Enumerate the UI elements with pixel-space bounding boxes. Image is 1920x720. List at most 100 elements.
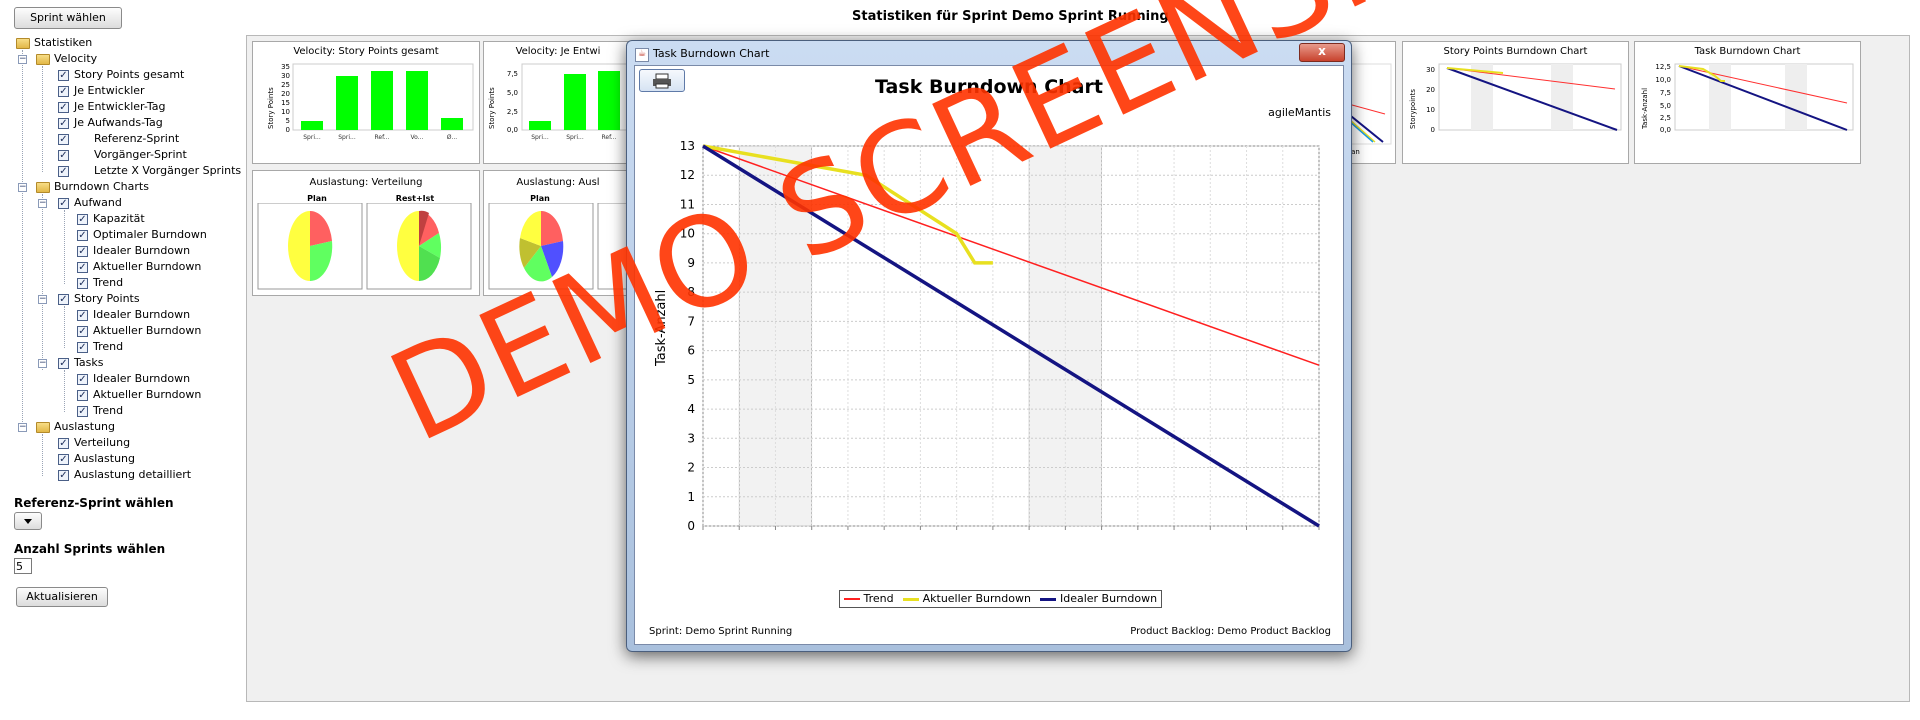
- tree-item-label[interactable]: Vorgänger-Sprint: [94, 148, 187, 161]
- tree-item-label[interactable]: Referenz-Sprint: [94, 132, 180, 145]
- tree-node-velocity[interactable]: Velocity: [54, 52, 98, 65]
- x-tick: Spri...: [531, 134, 549, 141]
- tree-item-label[interactable]: Story Points gesamt: [74, 68, 185, 81]
- y-tick: 25: [281, 81, 290, 89]
- tree-item-label[interactable]: Verteilung: [74, 436, 131, 449]
- panel-task-burndown-small[interactable]: Task Burndown Chart Task-Anzahl 12,5 10,0…: [1634, 41, 1861, 164]
- checkbox-optimaler-burndown[interactable]: ✓: [77, 230, 88, 241]
- panel-velocity-per-developer[interactable]: Velocity: Je Entwi Story Points 7,5 5,0 2,…: [483, 41, 633, 164]
- collapse-toggle-auslastung[interactable]: −: [18, 422, 27, 432]
- y-tick: 0: [286, 126, 290, 134]
- panel-title: Auslastung: Verteilung: [309, 177, 423, 188]
- y-tick: 7,5: [507, 70, 518, 78]
- tree-item-label[interactable]: Aktueller Burndown: [93, 260, 202, 273]
- checkbox-verteilung[interactable]: ✓: [58, 438, 69, 449]
- tree-item-label[interactable]: Aktueller Burndown: [93, 324, 202, 337]
- collapse-toggle-burndown[interactable]: −: [18, 182, 27, 192]
- tree-node-aufwand[interactable]: Aufwand: [74, 196, 122, 209]
- y-tick: 2,5: [1660, 114, 1671, 122]
- checkbox-auslastung[interactable]: ✓: [58, 454, 69, 465]
- panel-story-points-burndown[interactable]: Story Points Burndown Chart Storypoints …: [1402, 41, 1629, 164]
- panel-velocity-story-points[interactable]: Velocity: Story Points gesamt Story Poin…: [252, 41, 480, 164]
- task-burndown-dialog[interactable]: ☕ Task Burndown Chart x Task Burndown Ch…: [626, 40, 1352, 652]
- checkbox-aktueller-burndown[interactable]: ✓: [77, 262, 88, 273]
- y-tick: 0,0: [1660, 126, 1671, 134]
- checkbox-je-entwickler-tag[interactable]: ✓: [58, 102, 69, 113]
- bar: [564, 74, 586, 130]
- tree-item-label[interactable]: Auslastung detailliert: [74, 468, 192, 481]
- legend-item-actual: Aktueller Burndown: [922, 592, 1031, 605]
- checkbox-aktueller-burndown[interactable]: ✓: [77, 390, 88, 401]
- tree-item-label[interactable]: Kapazität: [93, 212, 145, 225]
- checkbox-idealer-burndown[interactable]: ✓: [77, 374, 88, 385]
- tree-item-label[interactable]: Je Aufwands-Tag: [74, 116, 163, 129]
- tree-item-label[interactable]: Trend: [93, 404, 124, 417]
- num-sprints-input[interactable]: [14, 558, 32, 574]
- tree-item-label[interactable]: Optimaler Burndown: [93, 228, 207, 241]
- checkbox-aktueller-burndown[interactable]: ✓: [77, 326, 88, 337]
- checkbox-aufwand[interactable]: ✓: [58, 198, 69, 209]
- tree-item-label[interactable]: Letzte X Vorgänger Sprints: [94, 164, 242, 177]
- tree-item-label[interactable]: Trend: [93, 340, 124, 353]
- x-tick: Jan: [1348, 148, 1360, 156]
- checkbox-trend[interactable]: ✓: [77, 278, 88, 289]
- panel-auslastung-verteilung[interactable]: Auslastung: Verteilung Plan Rest+Ist: [252, 170, 480, 296]
- checkbox-vorgaenger-sprint[interactable]: ✓: [58, 150, 69, 161]
- y-tick-label: 7: [687, 314, 695, 328]
- checkbox-trend[interactable]: ✓: [77, 406, 88, 417]
- x-tick: Ref...: [375, 134, 390, 141]
- refresh-button[interactable]: Aktualisieren: [16, 587, 108, 607]
- tree-item-label[interactable]: Je Entwickler-Tag: [74, 100, 166, 113]
- tree-node-tasks[interactable]: Tasks: [74, 356, 104, 369]
- collapse-toggle-aufwand[interactable]: −: [38, 198, 47, 208]
- tree-item-label[interactable]: Idealer Burndown: [93, 308, 191, 321]
- tree-item-label[interactable]: Idealer Burndown: [93, 244, 191, 257]
- y-tick: 20: [1426, 86, 1435, 94]
- y-tick-label: 8: [687, 285, 695, 299]
- page-title: Statistiken für Sprint Demo Sprint Runni…: [852, 9, 1169, 24]
- tree-node-story-points[interactable]: Story Points: [74, 292, 140, 305]
- collapse-toggle-velocity[interactable]: −: [18, 54, 27, 64]
- tree-root-label[interactable]: Statistiken: [34, 36, 93, 49]
- y-axis-label: Task-Anzahl: [654, 290, 669, 367]
- tree-item-label[interactable]: Aktueller Burndown: [93, 388, 202, 401]
- collapse-toggle-tasks[interactable]: −: [38, 358, 47, 368]
- y-tick-label: 9: [687, 256, 695, 270]
- folder-icon: [16, 38, 30, 49]
- x-tick: Spri...: [338, 134, 356, 141]
- y-tick: 5,0: [1660, 102, 1671, 110]
- checkbox-story-points-gesamt[interactable]: ✓: [58, 70, 69, 81]
- ref-sprint-dropdown[interactable]: [14, 512, 42, 530]
- series-line-actual: [702, 144, 993, 265]
- y-tick-label: 10: [680, 227, 695, 241]
- footer-backlog: Product Backlog: Demo Product Backlog: [1130, 626, 1331, 637]
- close-icon: x: [1318, 44, 1326, 58]
- tree-item-label[interactable]: Trend: [93, 276, 124, 289]
- checkbox-referenz-sprint[interactable]: ✓: [58, 134, 69, 145]
- checkbox-tasks[interactable]: ✓: [58, 358, 69, 369]
- checkbox-idealer-burndown[interactable]: ✓: [77, 310, 88, 321]
- panel-auslastung-2[interactable]: Auslastung: Ausl Plan: [483, 170, 633, 296]
- checkbox-letzte-x-sprints[interactable]: ✓: [58, 166, 69, 177]
- collapse-toggle-story-points[interactable]: −: [38, 294, 47, 304]
- checkbox-trend[interactable]: ✓: [77, 342, 88, 353]
- panel-title: Auslastung: Ausl: [516, 177, 600, 188]
- checkbox-auslastung-detailliert[interactable]: ✓: [58, 470, 69, 481]
- bar: [441, 118, 463, 130]
- y-tick: 10,0: [1655, 76, 1671, 84]
- sprint-select-button[interactable]: Sprint wählen: [14, 7, 122, 29]
- checkbox-idealer-burndown[interactable]: ✓: [77, 246, 88, 257]
- tree-item-label[interactable]: Je Entwickler: [74, 84, 145, 97]
- tree-node-burndown-charts[interactable]: Burndown Charts: [54, 180, 149, 193]
- checkbox-je-entwickler[interactable]: ✓: [58, 86, 69, 97]
- close-window-button[interactable]: x: [1299, 43, 1345, 62]
- bar: [301, 121, 323, 130]
- tree-item-label[interactable]: Auslastung: [74, 452, 135, 465]
- tree-node-auslastung[interactable]: Auslastung: [54, 420, 115, 433]
- checkbox-je-aufwands-tag[interactable]: ✓: [58, 118, 69, 129]
- tree-item-label[interactable]: Idealer Burndown: [93, 372, 191, 385]
- checkbox-kapazitaet[interactable]: ✓: [77, 214, 88, 225]
- print-button[interactable]: [639, 69, 685, 92]
- checkbox-story-points[interactable]: ✓: [58, 294, 69, 305]
